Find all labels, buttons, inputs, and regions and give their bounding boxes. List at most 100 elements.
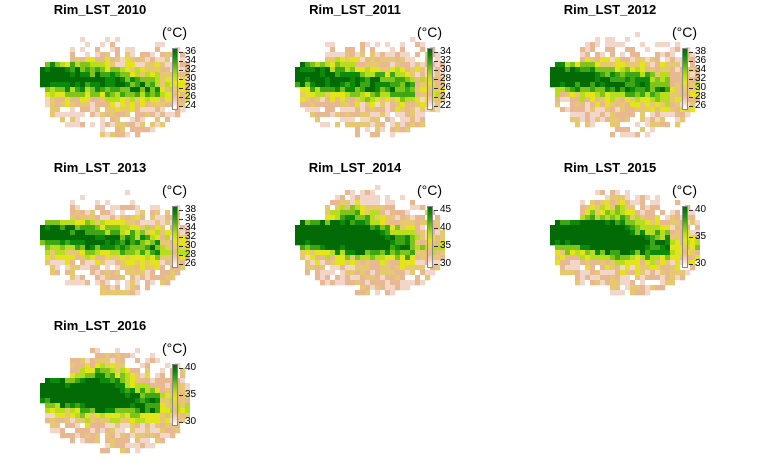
raster-cell (650, 32, 656, 38)
raster-cell (325, 92, 331, 98)
raster-cell (165, 220, 171, 226)
raster-cell (630, 37, 636, 43)
raster-cell (125, 112, 131, 118)
raster-cell (80, 97, 86, 103)
raster-cell (135, 285, 141, 291)
raster-cell (690, 215, 696, 221)
raster-cell (625, 210, 631, 216)
raster-cell (610, 190, 616, 196)
raster-cell (105, 62, 111, 68)
raster-cell (595, 265, 601, 271)
raster-cell (165, 82, 171, 88)
raster-cell (165, 87, 171, 93)
raster-cell (405, 205, 411, 211)
raster-cell (350, 240, 356, 246)
raster-cell (615, 210, 621, 216)
raster-cell (70, 428, 76, 434)
raster-cell (550, 235, 556, 241)
legend-tick-label: 24 (185, 100, 197, 111)
raster-cell (670, 200, 676, 206)
raster-cell (650, 210, 656, 216)
raster-cell (115, 423, 121, 429)
raster-cell (370, 230, 376, 236)
raster-cell (615, 92, 621, 98)
raster-cell (570, 270, 576, 276)
raster-cell (410, 72, 416, 78)
raster-cell (320, 230, 326, 236)
raster-cell (305, 235, 311, 241)
raster-cell (395, 280, 401, 286)
raster-cell (75, 270, 81, 276)
raster-cell (575, 220, 581, 226)
raster-cell (660, 122, 666, 128)
raster-cell (565, 255, 571, 261)
raster-cell (100, 62, 106, 68)
raster-cell (95, 62, 101, 68)
raster-cell (695, 77, 700, 83)
raster-cell (110, 92, 116, 98)
raster-cell (625, 250, 631, 256)
raster-cell (390, 92, 396, 98)
raster-cell (360, 265, 366, 271)
raster-cell (120, 47, 126, 53)
raster-cell (395, 245, 401, 251)
raster-cell (665, 200, 671, 206)
raster-cell (100, 255, 106, 261)
raster-cell (70, 200, 76, 206)
raster-cell (385, 92, 391, 98)
raster-cell (330, 102, 336, 108)
raster-cell (645, 57, 651, 63)
raster-cell (380, 57, 386, 63)
raster-cell (355, 250, 361, 256)
raster-cell (145, 77, 151, 83)
raster-cell (640, 225, 646, 231)
raster-cell (115, 230, 121, 236)
raster-cell (55, 62, 61, 68)
raster-cell (130, 210, 136, 216)
raster-cell (85, 37, 91, 43)
raster-cell (660, 250, 666, 256)
raster-cell (400, 72, 406, 78)
raster-cell (690, 107, 696, 113)
raster-cell (610, 112, 616, 118)
raster-cell (80, 353, 86, 359)
raster-cell (180, 82, 186, 88)
raster-cell (400, 265, 406, 271)
raster-cell (350, 102, 356, 108)
raster-cell (350, 230, 356, 236)
raster-cell (415, 225, 421, 231)
raster-cell (440, 62, 445, 68)
raster-cell (130, 225, 136, 231)
raster-cell (555, 67, 561, 73)
raster-cell (140, 112, 146, 118)
raster-cell (40, 230, 46, 236)
raster-cell (80, 102, 86, 108)
raster-cell (75, 428, 81, 434)
raster-cell (405, 220, 411, 226)
raster-cell (330, 82, 336, 88)
raster-cell (85, 92, 91, 98)
raster-cell (340, 52, 346, 58)
raster-cell (75, 67, 81, 73)
raster-cell (115, 190, 121, 196)
raster-cell (130, 378, 136, 384)
raster-cell (640, 245, 646, 251)
legend-tick-mark (179, 88, 183, 89)
raster-cell (615, 200, 621, 206)
raster-cell (110, 205, 116, 211)
raster-cell (105, 117, 111, 123)
raster-cell (105, 42, 111, 48)
raster-cell (155, 265, 161, 271)
raster-cell (70, 265, 76, 271)
raster-cell (110, 220, 116, 226)
raster-cell (370, 190, 376, 196)
raster-cell (405, 127, 411, 133)
raster-cell (615, 57, 621, 63)
legend-unit: (°C) (417, 24, 443, 40)
raster-cell (370, 57, 376, 63)
color-legend: 45 40 35 30 (427, 202, 467, 272)
raster-cell (90, 82, 96, 88)
raster-cell (665, 265, 671, 271)
raster-cell (320, 122, 326, 128)
raster-cell (580, 235, 586, 241)
